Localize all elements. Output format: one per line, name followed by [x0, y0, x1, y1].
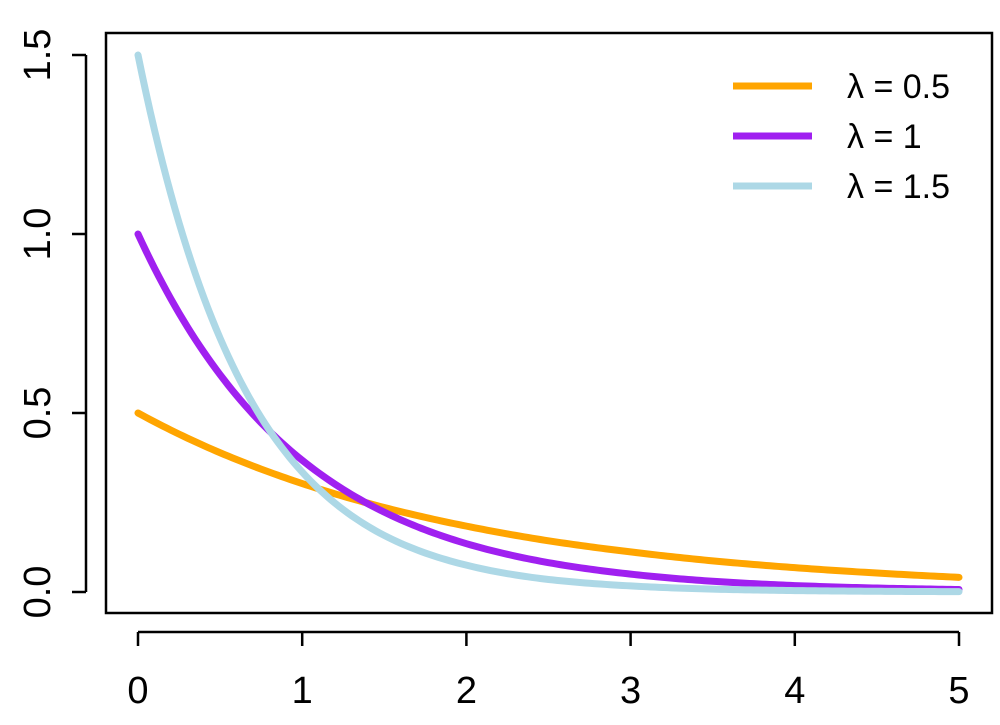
series-layer	[134, 51, 963, 596]
plot-frame	[104, 31, 994, 615]
x-tick-label: 3	[620, 670, 641, 712]
x-tick-label: 2	[456, 670, 477, 712]
x-axis: 0 1 2 3 4 5	[127, 630, 970, 712]
legend: λ = 0.5 λ = 1 λ = 1.5	[733, 68, 950, 206]
y-tick-label: 0.5	[17, 387, 59, 440]
legend-label: λ = 1.5	[847, 168, 950, 206]
legend-label: λ = 1	[847, 118, 922, 156]
x-tick-label: 5	[948, 670, 969, 712]
x-tick-label: 0	[127, 670, 148, 712]
y-tick-label: 0.0	[17, 566, 59, 619]
y-tick-label: 1.5	[17, 29, 59, 82]
series-line-3	[134, 51, 963, 596]
x-tick-label: 4	[784, 670, 805, 712]
legend-label: λ = 0.5	[847, 68, 950, 106]
series-line-1	[134, 409, 963, 581]
y-axis: 0.0 0.5 1.0 1.5	[17, 29, 88, 619]
y-tick-label: 1.0	[17, 208, 59, 261]
x-tick-label: 1	[292, 670, 313, 712]
